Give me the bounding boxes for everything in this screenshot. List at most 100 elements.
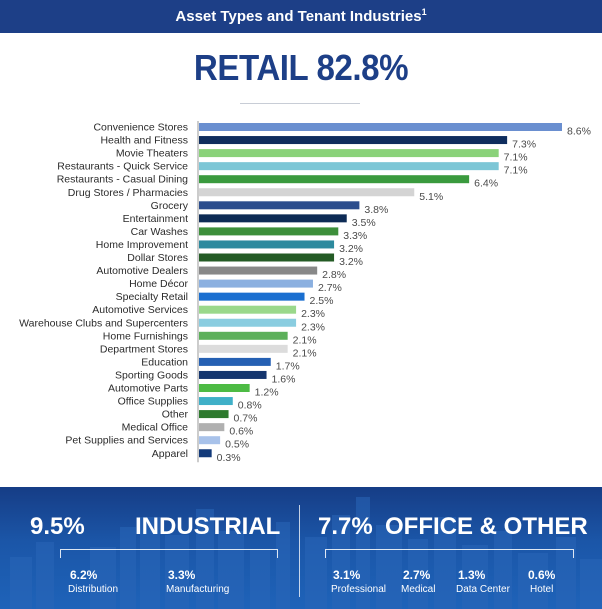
bar [199, 240, 335, 249]
bar [199, 357, 271, 366]
value-label: 7.3% [512, 139, 536, 151]
bar [199, 123, 562, 131]
category-label: Other [162, 409, 189, 421]
bar [199, 318, 297, 327]
value-label: 5.1% [419, 191, 443, 203]
value-label: 8.6% [567, 126, 591, 138]
industrial-percent: 9.5% [30, 513, 85, 540]
category-label: Apparel [152, 448, 188, 460]
header-title: Asset Types and Tenant Industries [175, 8, 422, 25]
category-label: Grocery [151, 200, 189, 212]
office-item-label: Hotel [530, 584, 554, 595]
category-label: Movie Theaters [116, 148, 188, 160]
tenant-industry-bar-chart: Convenience Stores 8.6% Health and Fitness… [19, 121, 591, 464]
footnote-marker: 1 [421, 7, 427, 17]
industrial-label: INDUSTRIAL [135, 513, 281, 540]
category-label: Home Improvement [96, 239, 188, 251]
value-label: 0.6% [229, 426, 253, 438]
category-label: Automotive Dealers [96, 265, 188, 277]
footer-panel: 9.5% INDUSTRIAL 6.2% Distribution 3.3% M… [0, 487, 602, 609]
value-label: 3.8% [364, 204, 388, 216]
value-label: 2.7% [318, 282, 342, 294]
category-label: Specialty Retail [116, 291, 188, 303]
category-label: Warehouse Clubs and Supercenters [19, 317, 188, 329]
bar [199, 344, 288, 353]
bar [199, 436, 221, 445]
bar [199, 136, 508, 145]
value-label: 3.5% [352, 217, 376, 229]
bar [199, 279, 313, 288]
category-label: Drug Stores / Pharmacies [68, 187, 188, 199]
divider [240, 103, 360, 104]
category-label: Medical Office [122, 422, 188, 434]
value-label: 1.7% [276, 360, 300, 372]
retail-heading: RETAIL 82.8% [193, 47, 409, 88]
office-item-label: Medical [401, 584, 436, 595]
bar [199, 175, 470, 184]
bar [199, 188, 415, 197]
value-label: 2.8% [322, 269, 346, 281]
bar [199, 292, 305, 301]
office-item-pct: 0.6% [528, 568, 556, 582]
bar [199, 149, 499, 158]
category-label: Car Washes [131, 226, 188, 238]
bar [199, 384, 250, 392]
category-label: Health and Fitness [100, 135, 188, 147]
category-label: Pet Supplies and Services [65, 435, 188, 447]
category-label: Dollar Stores [127, 252, 188, 264]
value-label: 0.7% [234, 413, 258, 425]
category-label: Sporting Goods [115, 369, 188, 381]
office-item-pct: 3.1% [333, 568, 361, 582]
office-item-pct: 2.7% [403, 568, 431, 582]
value-label: 6.4% [474, 178, 498, 190]
city-skyline-graphic [10, 497, 602, 609]
value-label: 7.1% [504, 165, 528, 177]
bar [199, 305, 297, 314]
bar [199, 397, 233, 406]
office-label: OFFICE & OTHER [385, 513, 588, 540]
category-label: Department Stores [100, 343, 188, 355]
bar [199, 410, 229, 419]
industrial-bracket [60, 549, 278, 558]
bar [199, 201, 360, 210]
value-label: 2.1% [293, 347, 317, 359]
industrial-item-pct: 3.3% [168, 568, 196, 582]
value-label: 1.2% [255, 387, 279, 399]
bar [199, 449, 212, 458]
category-label: Home Furnishings [103, 330, 188, 342]
office-item-label: Professional [331, 584, 387, 595]
value-label: 2.5% [310, 295, 334, 307]
value-label: 3.2% [339, 243, 363, 255]
value-label: 0.3% [217, 452, 241, 464]
value-label: 2.1% [293, 334, 317, 346]
category-label: Home Décor [129, 278, 188, 290]
value-label: 0.5% [225, 439, 249, 451]
value-label: 3.2% [339, 256, 363, 268]
bar [199, 370, 267, 379]
bar [199, 162, 499, 171]
office-percent: 7.7% [318, 513, 373, 540]
industrial-item-label: Distribution [68, 584, 119, 595]
bar [199, 423, 225, 432]
industrial-item-label: Manufacturing [166, 584, 230, 595]
office-item-label: Data Center [456, 584, 510, 595]
category-label: Restaurants - Casual Dining [57, 174, 188, 186]
category-label: Automotive Parts [108, 383, 188, 395]
footer-divider [299, 505, 300, 597]
value-label: 0.8% [238, 400, 262, 412]
category-label: Education [141, 356, 188, 368]
category-label: Automotive Services [92, 304, 188, 316]
value-label: 3.3% [343, 230, 367, 242]
industrial-item-pct: 6.2% [70, 568, 98, 582]
category-label: Convenience Stores [93, 122, 188, 134]
bar [199, 227, 339, 236]
header-bar: Asset Types and Tenant Industries1 [0, 0, 602, 33]
value-label: 1.6% [272, 373, 296, 385]
category-label: Office Supplies [118, 396, 188, 408]
category-label: Entertainment [123, 213, 188, 225]
value-label: 7.1% [504, 152, 528, 164]
office-item-pct: 1.3% [458, 568, 486, 582]
bar [199, 331, 288, 340]
bar [199, 214, 347, 223]
bar [199, 253, 335, 262]
